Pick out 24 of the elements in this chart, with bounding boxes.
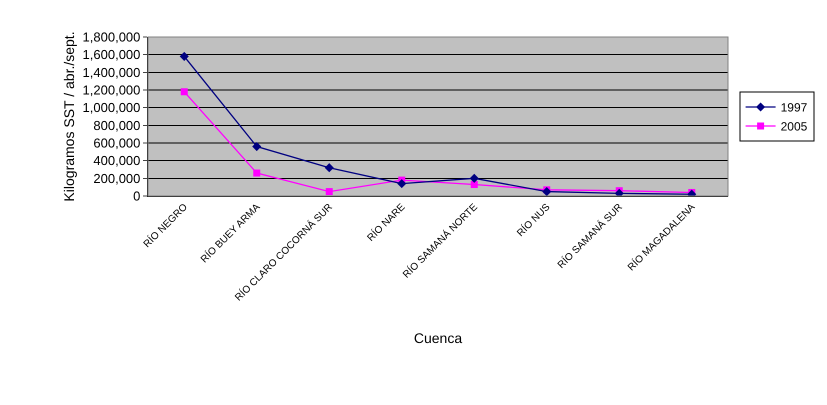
x-axis-title: Cuenca (414, 330, 462, 346)
point (470, 181, 478, 188)
y-tick-label: 800,000 (93, 118, 140, 133)
legend-label: 1997 (780, 100, 808, 115)
point (253, 170, 260, 177)
point (397, 179, 406, 188)
y-tick-label: 1,200,000 (82, 82, 140, 98)
point (326, 188, 333, 196)
point (180, 52, 189, 61)
point (470, 174, 479, 183)
y-tick-label: 1,000,000 (82, 100, 140, 116)
y-tick-label: 0 (133, 188, 140, 204)
y-tick-label: 1,600,000 (82, 47, 140, 62)
point (542, 187, 552, 196)
y-tick-label: 400,000 (93, 153, 140, 168)
y-tick-label: 200,000 (93, 170, 140, 186)
point (252, 142, 262, 152)
y-tick-label: 1,400,000 (82, 64, 140, 80)
y-tick-label: 1,800,000 (82, 30, 140, 45)
y-tick-label: 600,000 (93, 136, 140, 151)
legend-label: 2005 (780, 120, 808, 134)
point (324, 163, 334, 172)
y-axis-title: Kilogramos SST / abr./sept. (61, 31, 78, 202)
point (180, 88, 188, 96)
